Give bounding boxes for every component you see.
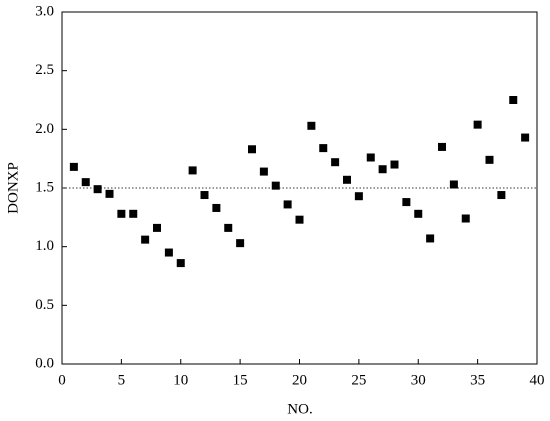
- point: [283, 200, 292, 209]
- point: [343, 175, 351, 184]
- x-tick-label: 15: [233, 372, 248, 388]
- point: [366, 153, 375, 162]
- point: [521, 133, 530, 142]
- y-tick-label: 1.0: [35, 238, 54, 254]
- point: [69, 162, 78, 171]
- x-tick-label: 25: [351, 372, 366, 388]
- point: [224, 223, 233, 232]
- point: [212, 203, 221, 212]
- point: [176, 259, 185, 268]
- point: [509, 96, 518, 104]
- point: [141, 235, 150, 244]
- point: [354, 192, 363, 201]
- point: [497, 191, 506, 200]
- point: [402, 198, 411, 207]
- y-tick-label: 1.5: [35, 179, 54, 195]
- x-tick-label: 0: [58, 372, 66, 388]
- y-tick-label: 2.5: [35, 62, 54, 78]
- x-tick-label: 35: [470, 372, 485, 388]
- y-tick-label: 3.0: [35, 3, 54, 19]
- y-tick-label: 2.0: [35, 121, 54, 137]
- point: [378, 165, 387, 174]
- y-tick-label: 0.5: [35, 297, 54, 313]
- point: [473, 120, 482, 129]
- point: [117, 209, 126, 218]
- point: [449, 180, 458, 189]
- point: [259, 167, 268, 176]
- x-tick-label: 30: [411, 372, 426, 388]
- point: [485, 155, 494, 164]
- point: [129, 209, 138, 218]
- x-axis-title: NO.: [287, 401, 312, 417]
- point: [105, 189, 114, 198]
- point: [200, 191, 209, 200]
- point: [295, 215, 304, 224]
- point: [414, 209, 423, 218]
- point: [236, 239, 245, 248]
- point: [426, 234, 435, 243]
- point: [153, 223, 161, 232]
- point: [81, 178, 90, 187]
- point: [461, 214, 470, 223]
- x-tick-label: 5: [118, 372, 126, 388]
- point: [188, 166, 197, 175]
- point: [93, 185, 102, 194]
- x-tick-label: 40: [530, 372, 545, 388]
- point: [248, 145, 256, 154]
- point: [438, 142, 446, 151]
- point: [331, 158, 340, 167]
- point: [390, 160, 399, 169]
- x-tick-label: 10: [173, 372, 188, 388]
- point: [319, 144, 328, 153]
- y-axis-title: DONXP: [5, 162, 21, 214]
- x-tick-label: 20: [292, 372, 307, 388]
- point: [271, 181, 280, 190]
- point: [164, 248, 173, 257]
- point: [307, 121, 316, 130]
- y-tick-label: 0.0: [35, 355, 54, 371]
